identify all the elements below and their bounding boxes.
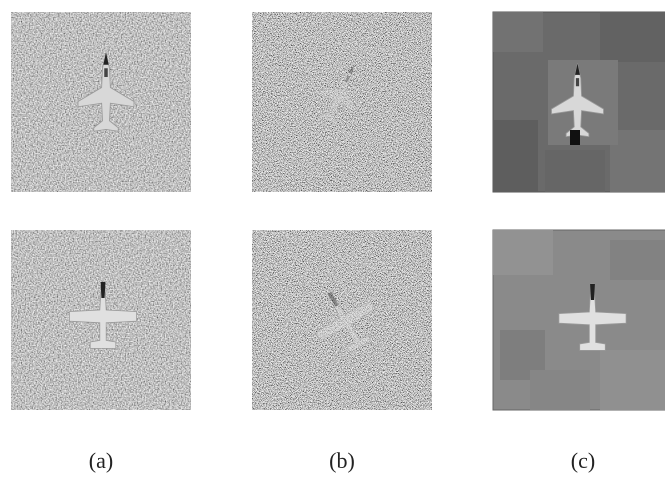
block <box>610 240 665 280</box>
block <box>493 120 538 192</box>
block <box>493 230 553 275</box>
block <box>530 370 590 410</box>
block <box>493 12 543 52</box>
panel-label: (a) <box>89 448 113 473</box>
block <box>600 350 665 410</box>
panel-a-images <box>11 12 191 410</box>
panel-label: (b) <box>329 448 355 473</box>
panel-label: (c) <box>571 448 595 473</box>
panel-b-images <box>252 12 432 410</box>
block <box>600 12 665 62</box>
block <box>545 150 605 192</box>
panel-c-images <box>492 11 665 411</box>
block <box>610 130 665 192</box>
block <box>570 130 580 145</box>
